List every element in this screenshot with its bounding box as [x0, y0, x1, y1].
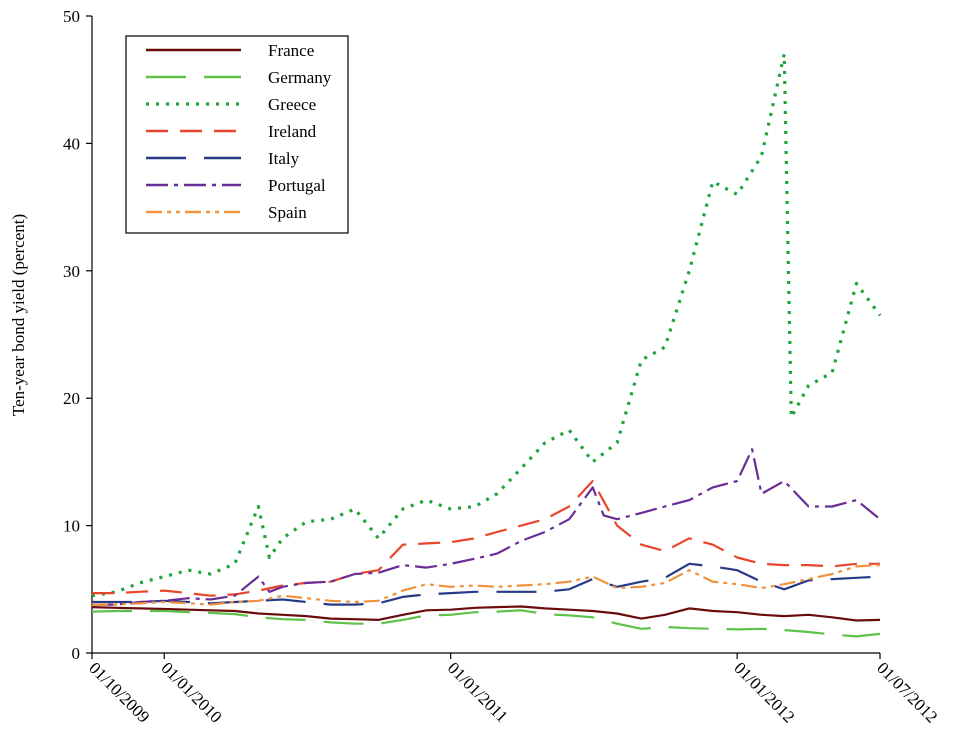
legend-label-ireland: Ireland	[268, 122, 317, 141]
y-tick-label: 20	[63, 389, 80, 408]
x-tick-label: 01/10/2009	[85, 658, 153, 726]
legend-label-greece: Greece	[268, 95, 316, 114]
legend-box	[125, 35, 349, 234]
series-line-portugal	[92, 448, 881, 606]
legend-label-portugal: Portugal	[268, 176, 326, 195]
series-line-france	[91, 605, 881, 622]
x-tick-label: 01/01/2012	[730, 658, 798, 726]
series-lines	[91, 52, 882, 638]
series-line-spain	[92, 564, 881, 606]
legend-label-germany: Germany	[268, 68, 332, 87]
series-line-ireland	[92, 479, 880, 597]
x-tick-label: 01/01/2011	[444, 658, 512, 726]
y-tick-label: 50	[63, 7, 80, 26]
legend-label-italy: Italy	[268, 149, 300, 168]
legend-label-france: France	[268, 41, 314, 60]
x-tick-label: 01/07/2012	[873, 658, 941, 726]
legend-label-spain: Spain	[268, 203, 307, 222]
y-tick-label: 40	[63, 134, 80, 153]
y-tick-label: 10	[63, 517, 80, 536]
y-tick-label: 30	[63, 262, 80, 281]
y-axis-label: Ten-year bond yield (percent)	[9, 214, 28, 416]
series-line-germany	[91, 609, 881, 638]
y-tick-label: 0	[72, 644, 81, 663]
x-tick-label: 01/01/2010	[157, 658, 225, 726]
legend: France Germany Greece Ireland Italy Portugal S…	[125, 35, 349, 234]
